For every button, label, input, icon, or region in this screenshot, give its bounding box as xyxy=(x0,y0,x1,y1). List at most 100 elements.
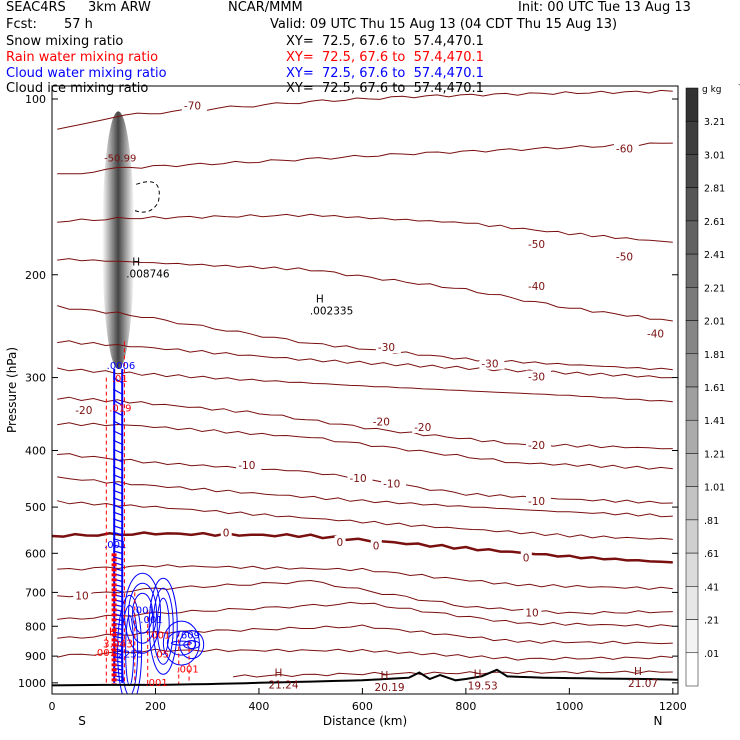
isotherm-line xyxy=(57,648,673,661)
colorbar-segment xyxy=(685,220,699,255)
isotherm-label: -30 xyxy=(481,359,498,371)
isotherm-label: -20 xyxy=(373,416,390,428)
y-tick-label: 1000 xyxy=(18,677,46,690)
max-value: 3.043 xyxy=(103,639,133,651)
cloud-water-contour xyxy=(113,561,124,566)
model-label: 3km ARW xyxy=(88,0,151,15)
isotherm-line xyxy=(233,670,673,678)
colorbar-segment xyxy=(685,253,699,288)
colorbar-segment xyxy=(685,353,699,388)
cloud-water-contour xyxy=(152,587,174,665)
field-contour-label: .05 xyxy=(153,650,169,661)
isotherm-label-bg xyxy=(479,357,505,370)
isotherm-label: -40 xyxy=(528,281,545,293)
y-tick-label: 800 xyxy=(25,620,46,633)
cloud-water-contour xyxy=(112,474,124,480)
colorbar-segment xyxy=(685,586,699,620)
isotherm-label-bg xyxy=(525,370,551,383)
max-value: 19.53 xyxy=(468,681,498,693)
isotherm-label-bg xyxy=(525,238,551,251)
cloud-water-contour xyxy=(112,430,124,437)
isotherm-line xyxy=(57,564,673,590)
y-tick-label: 500 xyxy=(25,501,46,514)
field-contour-label: .0006 xyxy=(107,361,136,372)
colorbar-segment xyxy=(685,287,699,321)
cloud-water-contour xyxy=(179,630,205,660)
field-contour-label: .001 xyxy=(133,605,155,616)
isotherm-line xyxy=(57,422,673,470)
isotherm-line xyxy=(57,396,673,450)
y-tick-label: 700 xyxy=(25,586,46,599)
isotherm-line xyxy=(57,142,673,175)
field-contour-label: .2255 xyxy=(114,650,143,661)
field-xy-cloud-ice: XY= 72.5, 67.6 to 57.4,470.1 xyxy=(286,81,484,96)
max-marker: H xyxy=(474,669,482,681)
max-marker: H xyxy=(634,666,642,678)
field-contour-label: -50.99 xyxy=(104,154,136,165)
isotherm-label: -70 xyxy=(184,101,201,113)
isotherm-label: -10 xyxy=(238,460,255,472)
y-axis-label: Pressure (hPa) xyxy=(5,347,19,433)
field-contour-label: .001 xyxy=(94,648,116,659)
isotherm-line xyxy=(57,624,673,645)
cloud-water-contour xyxy=(113,482,124,488)
isotherm-label: -30 xyxy=(378,342,395,354)
max-marker: H xyxy=(132,257,140,269)
cloud-water-contour xyxy=(113,537,124,543)
fcst-value: 57 h xyxy=(64,17,93,32)
isotherm-label: 0 xyxy=(373,540,380,552)
colorbar-label: 3.01 xyxy=(704,150,725,161)
isotherm-label-bg xyxy=(644,327,670,340)
cloud-water-contour xyxy=(112,410,124,417)
init-time: Init: 00 UTC Tue 13 Aug 13 xyxy=(518,0,691,15)
isotherm-label: -50 xyxy=(616,252,633,264)
cloud-water-contour xyxy=(128,582,158,644)
cloud-water-contour xyxy=(124,572,162,654)
isotherm-label-bg xyxy=(375,341,401,354)
isotherm-label-bg xyxy=(525,280,551,293)
isotherm-label-bg xyxy=(236,458,262,471)
isotherm-line xyxy=(57,258,673,322)
max-value: .008746 xyxy=(126,269,170,281)
isotherm-label: -40 xyxy=(647,328,664,340)
colorbar-segment xyxy=(685,386,699,421)
colorbar-label: 2.21 xyxy=(704,283,725,294)
isotherm-label: -20 xyxy=(75,405,92,417)
colorbar-label: 1.41 xyxy=(704,416,725,427)
isotherm-line xyxy=(57,500,673,540)
cloud-water-contour xyxy=(113,531,124,536)
isotherm-line xyxy=(57,305,673,371)
colorbar-segment xyxy=(685,619,699,654)
field-name-cloud-ice: Cloud ice mixing ratio xyxy=(6,81,149,96)
field-contour-label: .001 xyxy=(140,615,162,626)
cloud-water-contour xyxy=(113,489,124,495)
isotherm-label: 0 xyxy=(223,528,230,540)
fcst-label: Fcst: xyxy=(6,17,37,32)
colorbar-label: 3.21 xyxy=(704,117,725,128)
field-xy-snow: XY= 72.5, 67.6 to 57.4,470.1 xyxy=(286,34,484,49)
cloud-water-contour xyxy=(112,399,124,407)
field-contour-label: .001 xyxy=(148,631,170,642)
isotherm-label-bg xyxy=(613,142,639,155)
cloud-water-contour xyxy=(112,388,124,396)
endpoint-right-label: N xyxy=(654,714,663,728)
max-marker: H xyxy=(109,627,117,639)
colorbar-segment xyxy=(685,87,699,122)
field-contour-label: .01 xyxy=(112,374,128,385)
colorbar-label: .61 xyxy=(704,549,719,560)
isotherm-label: -60 xyxy=(616,143,633,155)
y-tick-label: 300 xyxy=(25,372,46,385)
cloud-water-contour xyxy=(148,577,178,675)
isotherm-line xyxy=(57,89,673,130)
isotherm-label: -10 xyxy=(349,473,366,485)
isotherm-label: -20 xyxy=(528,440,545,452)
isotherm-label: -10 xyxy=(528,496,545,508)
max-marker: H xyxy=(381,670,389,682)
y-tick-label: 900 xyxy=(25,650,46,663)
colorbar-label: 1.61 xyxy=(704,383,725,394)
isotherm-line xyxy=(57,340,673,379)
cloud-water-contour xyxy=(113,556,124,561)
colorbar-label: .81 xyxy=(704,516,719,527)
x-axis-label: Distance (km) xyxy=(323,714,407,728)
